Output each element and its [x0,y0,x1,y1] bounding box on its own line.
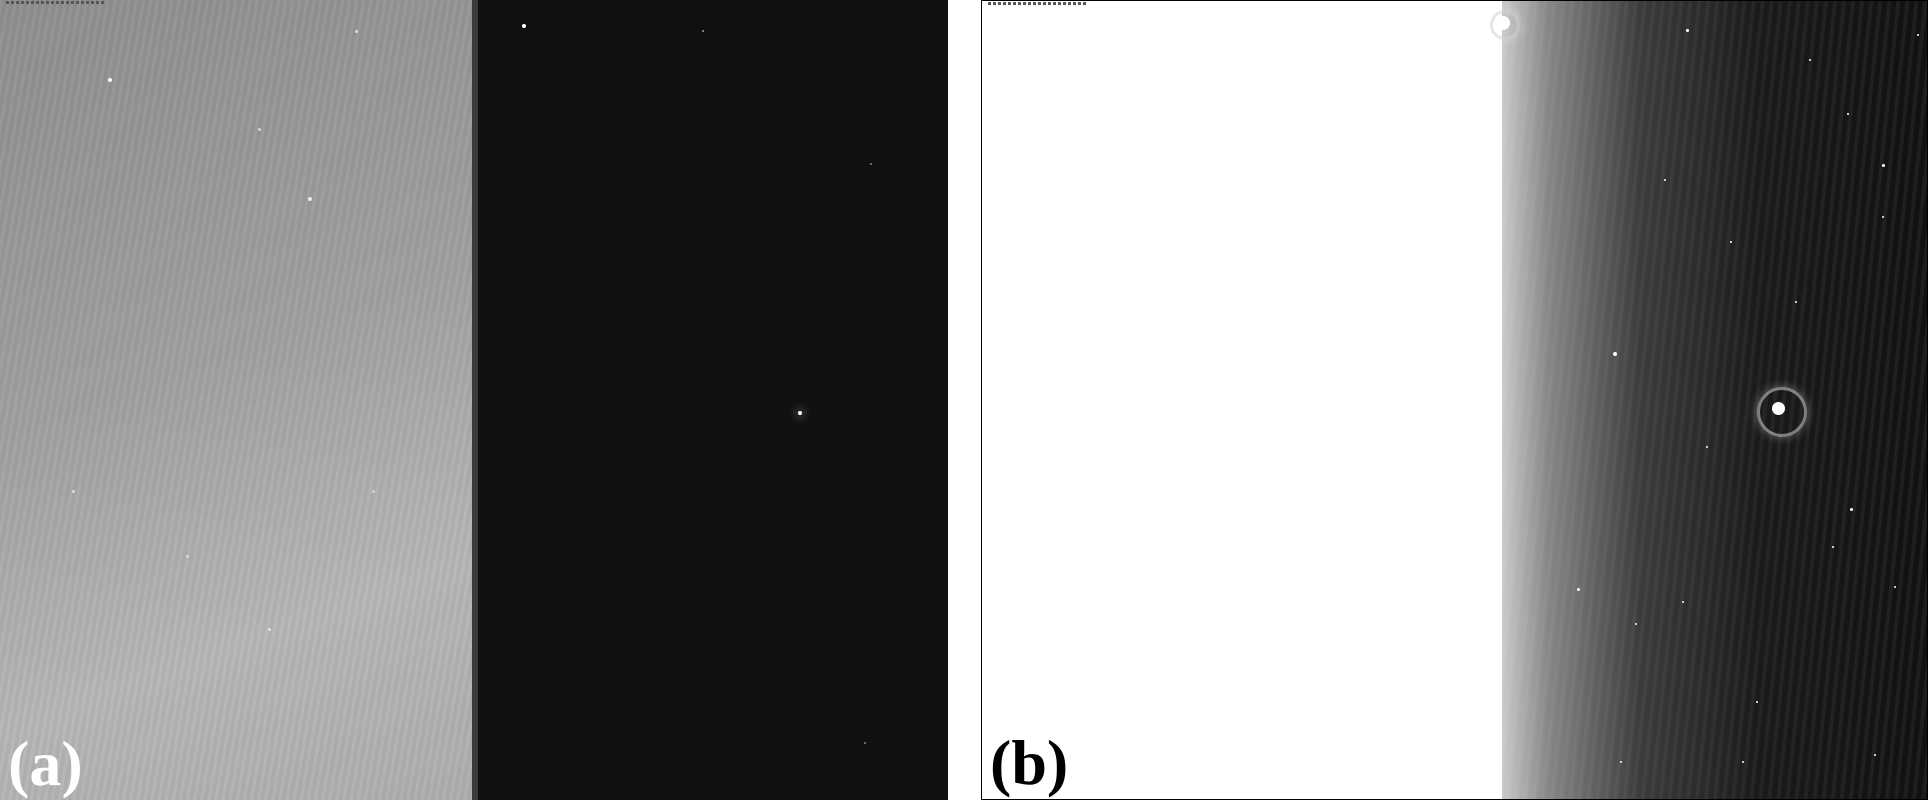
star [72,490,75,493]
panel-b-glow-falloff [1422,1,1927,799]
star [1706,446,1708,448]
panel-b-saturated-region [982,1,1502,799]
star [1850,508,1853,511]
star [1620,761,1622,763]
star [1882,216,1884,218]
star [1496,16,1510,30]
star [355,30,358,33]
star [1577,588,1580,591]
star [1894,586,1896,588]
panel-a: (a) [0,0,948,800]
panel-a-header-mark [6,1,106,4]
star [1772,402,1785,415]
star [268,628,271,631]
star [1847,113,1849,115]
star [1635,623,1637,625]
star [1756,701,1758,703]
star [1795,301,1797,303]
panel-b-label: (b) [990,727,1069,798]
star [258,128,261,131]
star-halo [1490,10,1520,40]
star [108,78,112,82]
star [186,555,189,558]
star-halo [1757,387,1807,437]
star [1917,34,1919,36]
panel-a-bright-half [0,0,475,800]
star [1613,352,1617,356]
star [1809,59,1811,61]
star [522,24,526,28]
star [864,742,866,744]
panel-a-divider [472,0,478,800]
star [1742,761,1744,763]
star [1664,179,1666,181]
star [798,411,802,415]
star [308,197,312,201]
star [702,30,704,32]
star [1874,754,1876,756]
star [1682,601,1684,603]
star [1882,164,1885,167]
panel-a-label: (a) [8,728,83,799]
star [372,490,375,493]
panel-b: (b) [981,0,1928,800]
star [870,163,872,165]
panel-a-dark-half [478,0,948,800]
panel-b-header-mark [988,2,1088,5]
star [1730,241,1732,243]
star [1832,546,1834,548]
star [1686,29,1689,32]
